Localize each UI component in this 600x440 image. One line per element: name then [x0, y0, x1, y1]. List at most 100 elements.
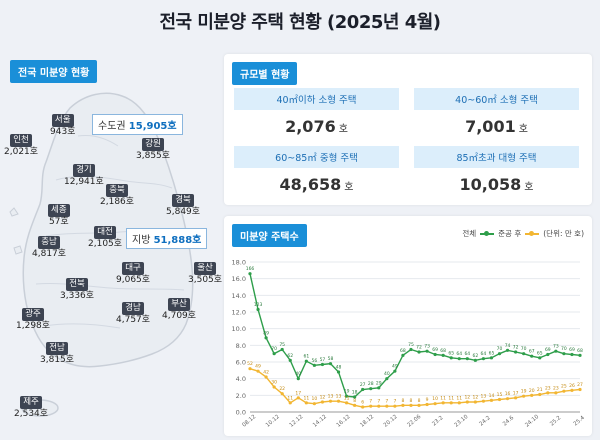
legend-completed-label: 준공 후 — [498, 229, 522, 238]
size-cell-value: 48,658 — [279, 175, 342, 194]
region-incheon: 인천 2,021호 — [4, 134, 38, 158]
data-label-completed: 20 — [529, 388, 535, 394]
region-value: 5,849호 — [166, 207, 201, 217]
region-name: 울산 — [194, 262, 216, 275]
size-cell-unit: 호 — [338, 124, 348, 135]
region-name: 세종 — [48, 204, 70, 217]
x-tick-label: 16.12 — [336, 414, 352, 429]
series-point-total — [296, 377, 300, 381]
data-label-completed: 11 — [440, 395, 446, 401]
data-label-total: 70 — [521, 346, 527, 352]
data-label-total: 69 — [432, 347, 438, 353]
series-point-total — [304, 359, 308, 363]
y-tick-label: 4.0 — [236, 375, 246, 383]
region-name: 경기 — [73, 164, 95, 177]
y-tick-label: 2.0 — [236, 392, 246, 400]
series-point-total — [353, 395, 357, 399]
series-point-total — [401, 353, 405, 357]
provinces-area-value: 51,888호 — [153, 235, 202, 246]
series-point-total — [320, 362, 325, 367]
data-label-total: 56 — [312, 358, 318, 364]
region-value: 2,021호 — [4, 147, 39, 157]
data-label-completed: 21 — [537, 387, 543, 393]
series-point-total — [449, 356, 453, 360]
series-point-completed — [425, 402, 429, 407]
data-label-total: 69 — [545, 347, 551, 353]
series-point-total — [312, 363, 316, 367]
data-label-total: 27 — [360, 382, 366, 388]
region-ulsan: 울산 3,505호 — [188, 262, 222, 286]
region-name: 충남 — [38, 236, 60, 249]
data-label-completed: 11 — [287, 395, 293, 401]
data-label-completed: 52 — [247, 361, 253, 367]
region-value: 943호 — [50, 127, 76, 137]
region-value: 3,336호 — [60, 291, 95, 301]
data-label-completed: 25 — [561, 384, 567, 390]
legend-total-swatch — [480, 230, 495, 236]
series-point-completed — [328, 399, 333, 403]
capital-area-callout: 수도권 15,905호 — [92, 114, 183, 135]
region-value: 2,534호 — [14, 409, 49, 419]
series-point-total — [361, 387, 365, 392]
series-point-total — [377, 386, 381, 390]
data-label-total: 65 — [448, 350, 454, 356]
data-label-completed: 19 — [521, 389, 527, 395]
data-label-completed: 42 — [263, 370, 269, 376]
series-point-total — [393, 369, 397, 373]
series-point-completed — [280, 392, 284, 396]
series-point-completed — [441, 401, 445, 405]
region-name: 부산 — [168, 298, 190, 311]
series-point-total — [336, 370, 341, 374]
x-tick-label: 10.12 — [265, 414, 281, 429]
series-point-completed — [353, 403, 357, 407]
series-point-completed — [377, 404, 381, 408]
y-tick-label: 0.0 — [236, 409, 246, 417]
data-label-completed: 11 — [344, 395, 350, 401]
korea-map: 서울 943호 인천 2,021호 경기 12,941호 강원 3,855호 충북 2,1… — [0, 76, 230, 440]
region-name: 경남 — [122, 302, 144, 315]
data-label-completed: 17 — [295, 390, 301, 396]
data-label-total: 49 — [392, 364, 398, 370]
west-islands — [9, 207, 23, 255]
series-point-completed — [288, 401, 292, 405]
data-label-total: 68 — [440, 348, 446, 354]
series-point-completed — [530, 393, 534, 397]
size-cell-value-row: 10,058 호 — [414, 168, 579, 194]
province-borders — [35, 135, 185, 329]
size-cell-value-row: 2,076 호 — [234, 110, 399, 136]
data-label-total: 89 — [263, 330, 269, 336]
capital-area-name: 수도권 — [98, 121, 126, 132]
series-point-total — [546, 352, 550, 357]
series-point-completed — [546, 391, 550, 395]
series-point-completed — [272, 385, 276, 389]
region-value: 4,709호 — [162, 311, 197, 321]
data-label-total: 18 — [352, 390, 358, 396]
data-label-completed: 12 — [464, 395, 470, 401]
region-value: 3,505호 — [188, 275, 223, 285]
region-value: 12,941호 — [64, 177, 104, 187]
size-cell-value: 10,058 — [459, 175, 522, 194]
series-point-total — [570, 352, 574, 357]
size-cell-unit: 호 — [518, 124, 528, 135]
region-sejong: 세종 57호 — [48, 204, 70, 228]
region-name: 경북 — [172, 194, 194, 207]
size-cell-unit: 호 — [344, 182, 354, 193]
region-seoul: 서울 943호 — [50, 114, 75, 138]
series-point-completed — [505, 397, 510, 401]
data-label-completed: 11 — [303, 395, 309, 401]
data-label-completed: 8 — [353, 398, 356, 404]
x-tick-label: 14.12 — [312, 414, 328, 429]
data-label-completed: 6 — [361, 400, 364, 406]
region-chungnam: 충남 4,817호 — [32, 236, 66, 260]
region-jeonbuk: 전북 3,336호 — [60, 278, 94, 302]
series-point-total — [441, 353, 445, 357]
series-point-completed — [578, 387, 582, 392]
region-jeju: 제주 2,534호 — [14, 396, 48, 420]
size-cell-unit: 호 — [524, 182, 534, 193]
series-point-completed — [449, 401, 453, 405]
data-label-completed: 7 — [385, 399, 388, 405]
data-label-total: 75 — [279, 342, 285, 348]
series-point-completed — [401, 403, 405, 407]
line-chart: 0.02.04.06.08.010.012.014.016.018.008.12… — [232, 259, 587, 429]
series-point-total — [264, 336, 268, 340]
